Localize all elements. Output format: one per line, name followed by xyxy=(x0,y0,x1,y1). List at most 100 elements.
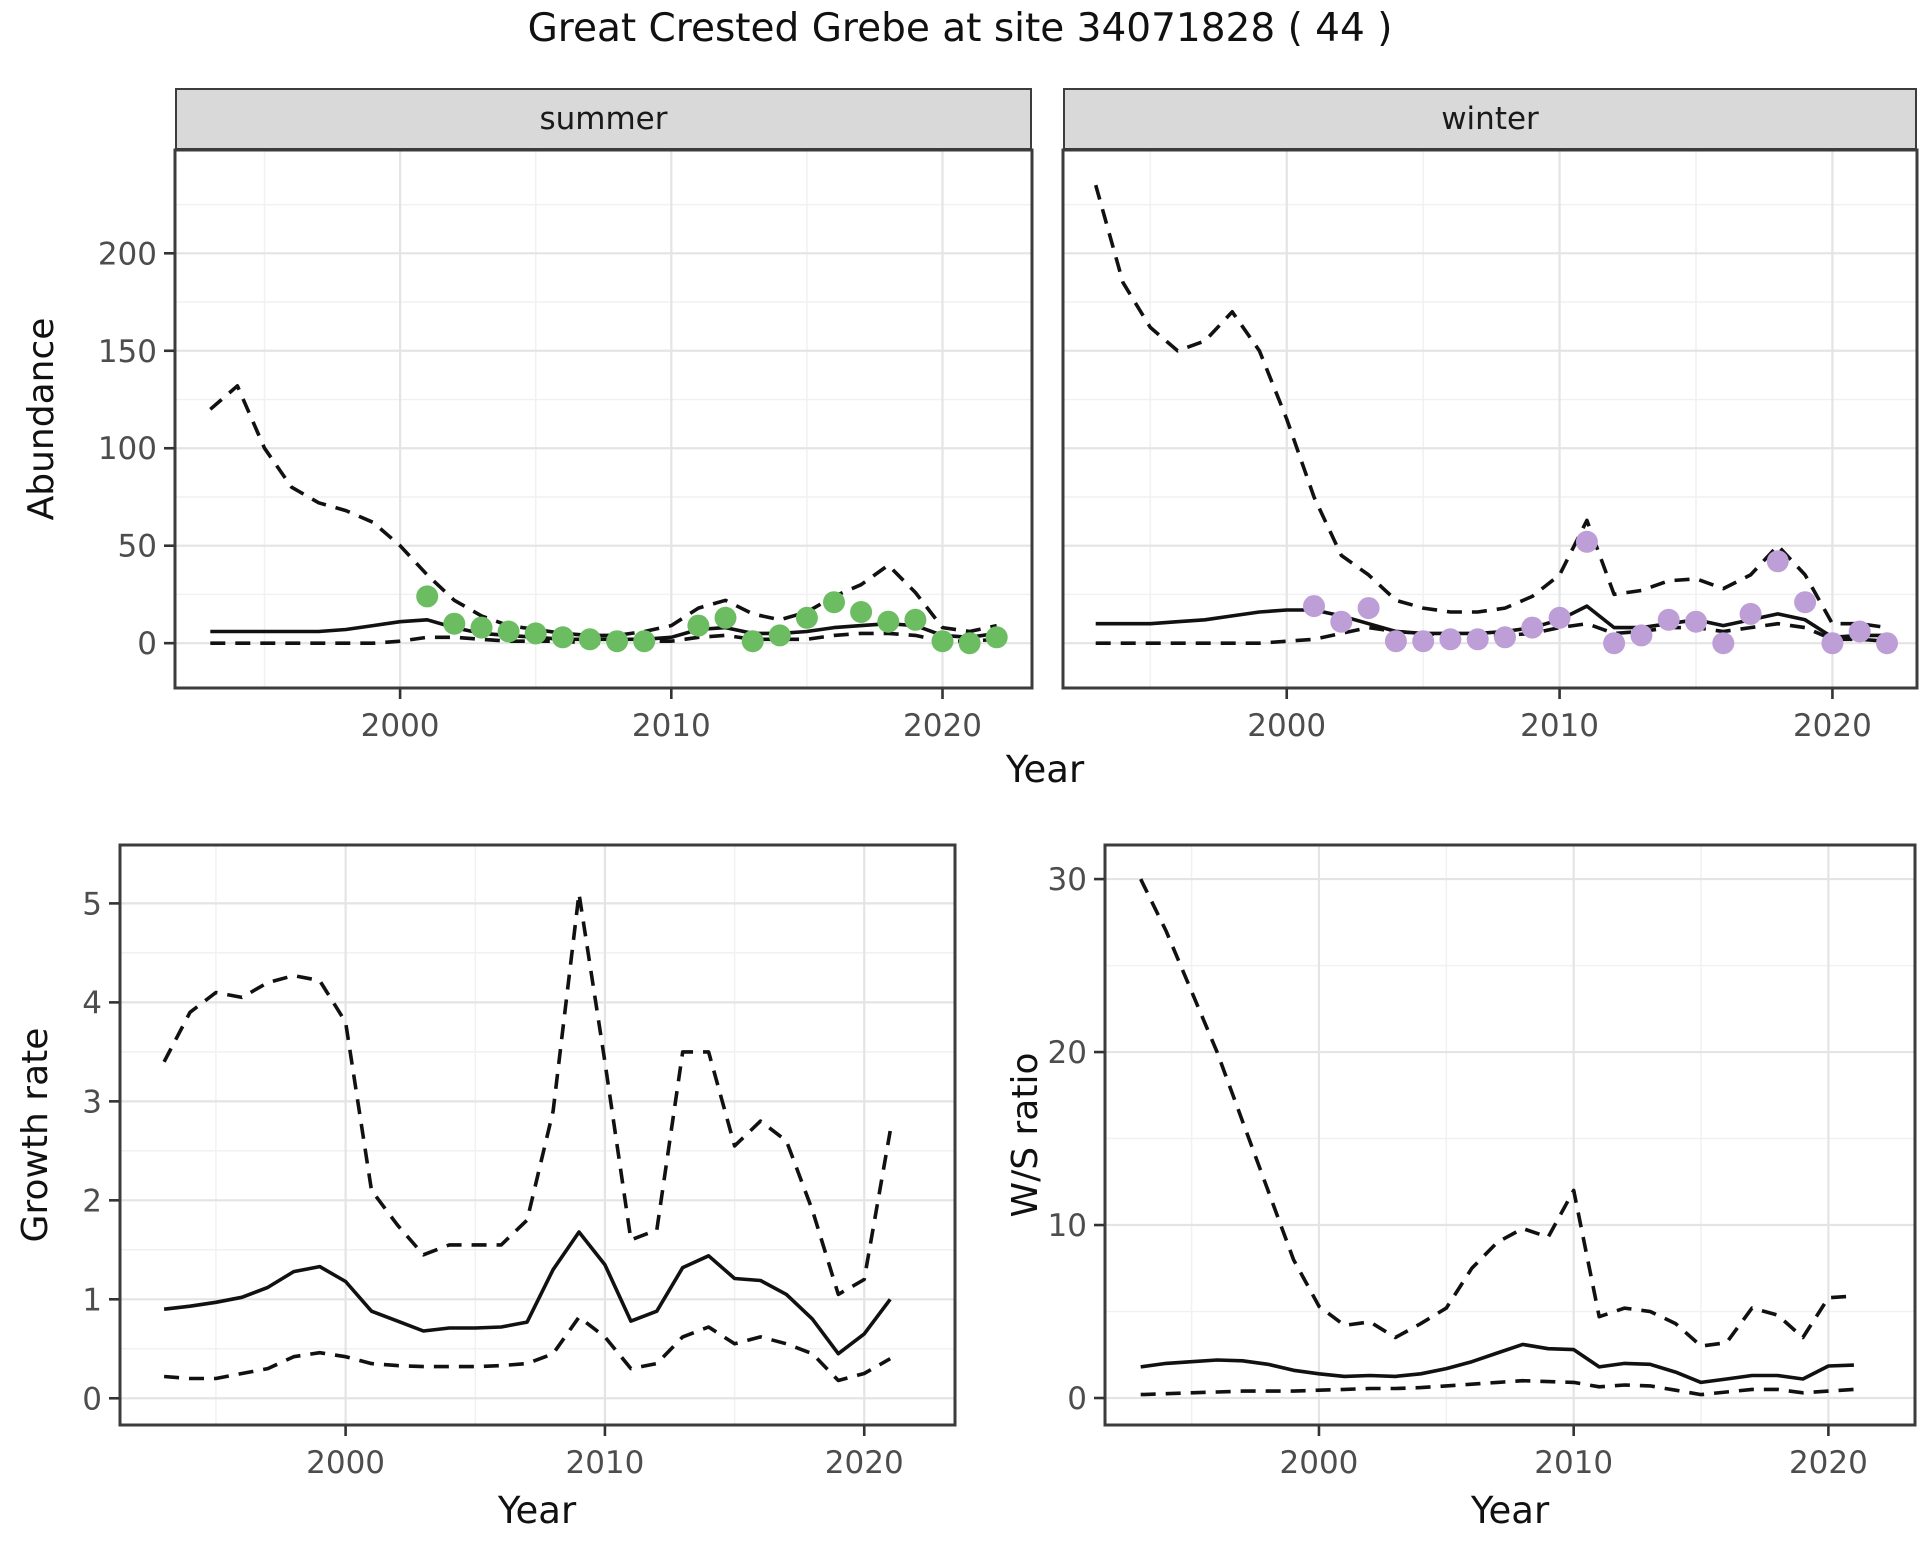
panel-abundance-summer: 2000 2010 2020 0 50 100 150 200 xyxy=(98,148,1034,744)
data-point xyxy=(958,632,981,655)
x-tick-label: 2000 xyxy=(1247,708,1326,744)
panel-border xyxy=(1061,148,1919,690)
series-line-upper_ci xyxy=(1093,184,1888,630)
panel-background xyxy=(175,150,1032,688)
facet-strip-winter-label: winter xyxy=(1441,101,1539,137)
series-line-median xyxy=(210,617,997,642)
data-point xyxy=(1521,616,1544,639)
data-point xyxy=(524,622,547,645)
chart-title: Great Crested Grebe at site 34071828 ( 4… xyxy=(527,6,1393,51)
data-point xyxy=(1876,632,1898,655)
x-axis-title-year-ws: Year xyxy=(1470,1489,1550,1532)
data-point xyxy=(1466,628,1489,651)
panel-background xyxy=(1063,150,1917,688)
series-line-upper_ci xyxy=(1139,878,1855,1348)
series-line-upper_ci xyxy=(209,384,998,638)
data-point xyxy=(1794,591,1817,614)
data-point xyxy=(687,614,710,637)
y-tick-label: 0 xyxy=(82,1381,102,1417)
panel-grid-and-series xyxy=(1105,845,1915,1425)
data-point xyxy=(1848,620,1871,643)
x-tick-label: 2000 xyxy=(306,1445,385,1481)
y-tick-label: 100 xyxy=(98,431,157,467)
data-point xyxy=(931,630,954,653)
series-line-median xyxy=(163,1230,892,1356)
facet-strip-summer-label: summer xyxy=(539,101,668,137)
x-axis-title-year-top: Year xyxy=(1005,748,1085,791)
data-point xyxy=(877,610,900,633)
series-line-lower_ci xyxy=(1095,621,1888,646)
y-tick-label: 150 xyxy=(98,334,157,370)
y-tick-label: 2 xyxy=(82,1183,102,1219)
data-point xyxy=(1685,610,1707,633)
x-tick-label: 2010 xyxy=(632,708,711,744)
x-tick-label: 2010 xyxy=(565,1445,644,1481)
panel-border xyxy=(173,148,1034,690)
data-point xyxy=(768,624,791,647)
x-tick-label: 2020 xyxy=(903,708,982,744)
panel-grid-and-series xyxy=(175,150,1032,688)
data-point xyxy=(470,616,493,639)
data-point xyxy=(443,612,466,635)
data-point xyxy=(1412,630,1435,653)
data-point xyxy=(1439,628,1462,651)
panel-ws-ratio: 2000 2010 2020 0 10 20 30 xyxy=(1048,843,1917,1481)
panel-grid-and-series xyxy=(1063,150,1917,688)
x-tick-label: 2000 xyxy=(1280,1445,1359,1481)
panel-background xyxy=(120,845,955,1425)
data-point xyxy=(1303,595,1325,618)
panel-border xyxy=(1103,843,1917,1427)
observed-points xyxy=(1303,530,1898,655)
y-axis-title-abundance: Abundance xyxy=(21,317,62,521)
data-point xyxy=(1657,608,1680,631)
panel-border xyxy=(118,843,957,1427)
data-point xyxy=(714,606,737,629)
data-point xyxy=(1603,632,1626,655)
data-point xyxy=(985,626,1008,649)
y-tick-label: 4 xyxy=(82,985,102,1021)
data-point xyxy=(1821,632,1844,655)
y-tick-label: 50 xyxy=(118,529,157,565)
data-point xyxy=(823,591,845,614)
x-tick-label: 2020 xyxy=(825,1445,904,1481)
data-point xyxy=(1494,626,1516,649)
facet-strip-summer: summer xyxy=(175,88,1032,150)
y-axis-title-growth-rate: Growth rate xyxy=(15,1027,56,1243)
data-point xyxy=(1384,630,1407,653)
x-tick-label: 2020 xyxy=(1789,1445,1868,1481)
y-tick-label: 1 xyxy=(82,1282,102,1318)
data-point xyxy=(578,628,601,651)
panel-grid-and-series xyxy=(120,845,955,1425)
data-point xyxy=(416,585,439,608)
data-point xyxy=(850,601,873,623)
data-point xyxy=(606,630,629,653)
x-tick-label: 2000 xyxy=(361,708,440,744)
data-point xyxy=(1575,530,1598,553)
data-point xyxy=(633,630,656,653)
y-tick-label: 30 xyxy=(1048,862,1087,898)
facet-strip-winter: winter xyxy=(1063,88,1917,150)
x-tick-label: 2010 xyxy=(1534,1445,1613,1481)
data-point xyxy=(1357,597,1380,620)
series-line-lower_ci xyxy=(210,631,997,646)
panel-background xyxy=(1105,845,1915,1425)
y-tick-label: 0 xyxy=(1067,1381,1087,1417)
x-axis-title-year-growth: Year xyxy=(497,1489,577,1532)
y-tick-label: 5 xyxy=(82,886,102,922)
panel-growth-rate: 2000 2010 2020 0 1 2 3 4 5 xyxy=(82,843,957,1481)
x-tick-label: 2020 xyxy=(1793,708,1872,744)
panel-abundance-winter: 2000 2010 2020 xyxy=(1061,148,1919,744)
data-point xyxy=(904,608,927,631)
series-line-upper_ci xyxy=(162,891,892,1297)
series-line-lower_ci xyxy=(1140,1378,1855,1397)
data-point xyxy=(497,620,520,643)
data-point xyxy=(1739,602,1762,625)
observed-points xyxy=(416,585,1008,655)
y-tick-label: 20 xyxy=(1048,1035,1087,1071)
y-tick-label: 3 xyxy=(82,1084,102,1120)
y-tick-label: 200 xyxy=(98,236,157,272)
data-point xyxy=(1766,550,1789,573)
data-point xyxy=(1330,610,1353,633)
series-line-median xyxy=(1140,1342,1854,1385)
